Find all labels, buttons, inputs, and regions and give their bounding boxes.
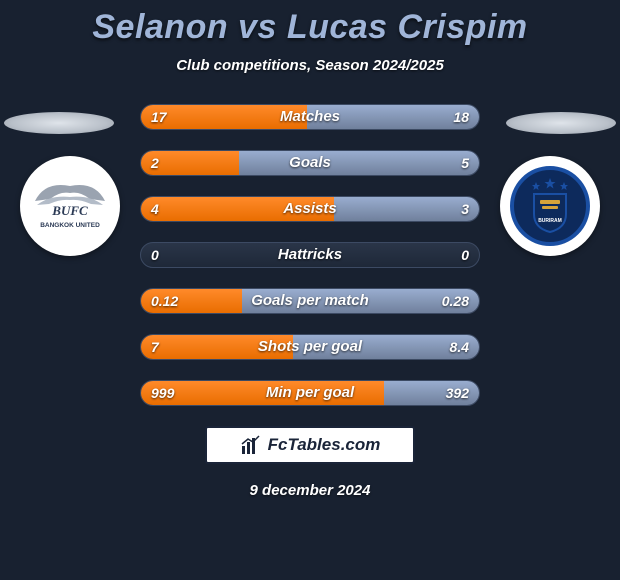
svg-text:BANGKOK UNITED: BANGKOK UNITED	[40, 222, 100, 229]
bar-row: 999392Min per goal	[140, 380, 480, 406]
bar-right-fill	[334, 197, 479, 221]
shadow-left	[4, 112, 114, 134]
comparison-bars: 1718Matches 25Goals 43Assists 0 0Hattricks 0.…	[140, 104, 480, 406]
site-badge-text: FcTables.com	[268, 435, 381, 455]
bar-row: 78.4Shots per goal	[140, 334, 480, 360]
bar-row: 43Assists	[140, 196, 480, 222]
bar-left-fill	[141, 197, 334, 221]
bar-value-left: 0	[151, 243, 159, 267]
svg-text:BURIRAM: BURIRAM	[538, 218, 562, 224]
svg-text:BUFC: BUFC	[51, 203, 88, 218]
bar-left-fill	[141, 289, 242, 313]
bar-row: 25Goals	[140, 150, 480, 176]
bar-row: 0.120.28Goals per match	[140, 288, 480, 314]
bar-left-fill	[141, 151, 239, 175]
page-title: Selanon vs Lucas Crispim	[0, 8, 620, 47]
bar-left-fill	[141, 105, 307, 129]
bar-left-fill	[141, 381, 384, 405]
shadow-right	[506, 112, 616, 134]
club-crest-left: BUFC BANGKOK UNITED	[20, 156, 120, 256]
bar-left-fill	[141, 335, 293, 359]
bar-label: Hattricks	[141, 243, 479, 267]
bufc-logo-icon: BUFC BANGKOK UNITED	[25, 171, 115, 241]
content-area: BUFC BANGKOK UNITED BURIRAM	[0, 104, 620, 499]
bar-right-fill	[293, 335, 479, 359]
chart-icon	[240, 434, 262, 456]
bar-row: 0 0Hattricks	[140, 242, 480, 268]
bar-right-fill	[242, 289, 479, 313]
bar-right-fill	[384, 381, 479, 405]
bar-right-fill	[307, 105, 479, 129]
site-badge: FcTables.com	[205, 426, 415, 464]
club-crest-right: BURIRAM	[500, 156, 600, 256]
subtitle: Club competitions, Season 2024/2025	[0, 57, 620, 74]
bar-right-fill	[239, 151, 479, 175]
buriram-logo-icon: BURIRAM	[510, 166, 590, 246]
date-label: 9 december 2024	[0, 482, 620, 499]
stats-card: Selanon vs Lucas Crispim Club competitio…	[0, 0, 620, 580]
bar-value-right: 0	[461, 243, 469, 267]
bar-row: 1718Matches	[140, 104, 480, 130]
